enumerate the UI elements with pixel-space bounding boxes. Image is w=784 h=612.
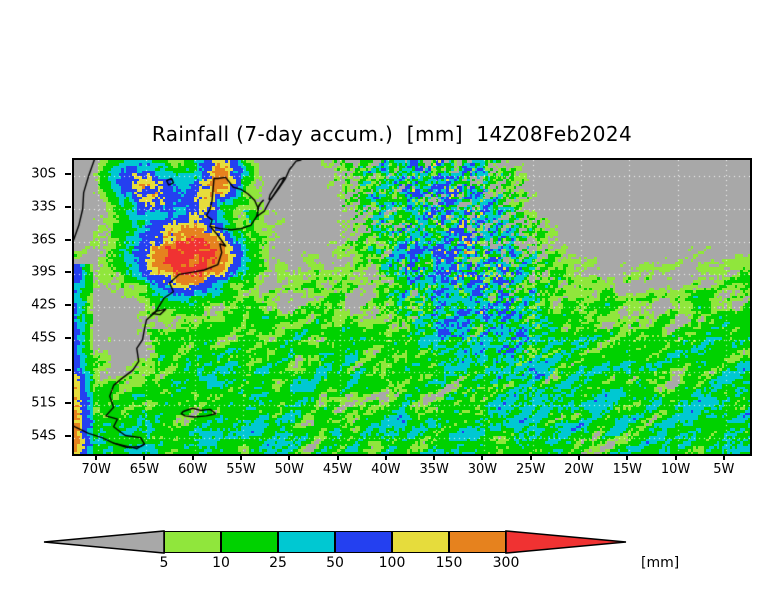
x-axis-tick [384, 454, 387, 460]
colorbar-tick-label: 10 [212, 555, 230, 571]
y-axis-tick [65, 271, 71, 274]
y-axis-tick [65, 173, 71, 176]
colorbar-segment [335, 531, 392, 553]
x-axis-tick [529, 454, 532, 460]
x-axis-tick [240, 454, 242, 460]
x-axis-tick-label: 55W [226, 462, 256, 477]
x-axis-tick-label: 35W [419, 462, 449, 477]
y-axis-tick-label: 48S [31, 362, 56, 378]
x-axis-tick [336, 454, 339, 460]
x-axis-tick-label: 15W [612, 462, 642, 477]
x-axis-tick [722, 454, 725, 460]
x-axis-tick [578, 454, 580, 460]
colorbar-unit-label: [mm] [641, 555, 680, 571]
y-axis-tick [65, 434, 71, 437]
y-axis-tick [65, 336, 71, 339]
x-axis-tick [433, 454, 436, 460]
colorbar-tick-label: 50 [326, 555, 344, 571]
x-axis-tick-label: 25W [516, 462, 546, 477]
x-axis-tick [95, 454, 98, 460]
colorbar-segment [278, 531, 335, 553]
x-axis-tick-label: 10W [660, 462, 691, 477]
y-axis-tick [65, 304, 71, 306]
y-axis-tick-label: 51S [31, 395, 56, 411]
colorbar-segments [164, 531, 506, 553]
y-axis-tick-label: 39S [31, 264, 56, 280]
x-axis-tick-label: 5W [713, 462, 735, 477]
x-axis-tick-label: 30W [467, 462, 498, 477]
colorbar-segment [449, 531, 506, 553]
y-axis-tick-label: 33S [31, 199, 56, 215]
colorbar-segment [164, 531, 221, 553]
x-axis-tick-label: 60W [178, 462, 208, 477]
rainfall-heatmap-canvas [74, 160, 750, 454]
x-axis-tick-label: 50W [274, 462, 304, 477]
y-axis-tick-label: 45S [31, 330, 56, 346]
y-axis-tick [65, 206, 71, 208]
map-plot-area [72, 158, 752, 456]
x-axis-tick [626, 454, 629, 460]
y-axis-tick-label: 30S [31, 166, 56, 182]
colorbar-segment [221, 531, 278, 553]
x-axis-tick [674, 454, 677, 460]
colorbar-tick-label: 300 [492, 555, 520, 571]
page-title: Rainfall (7-day accum.) [mm] 14Z08Feb202… [151, 122, 633, 146]
colorbar: 5 10 25 50 100 150 300 [mm] [0, 525, 784, 585]
y-axis-tick-label: 54S [31, 428, 56, 444]
x-axis-tick-label: 20W [564, 462, 594, 477]
y-axis-tick-label: 42S [31, 297, 56, 313]
x-axis-tick [288, 454, 291, 460]
colorbar-segment [392, 531, 449, 553]
x-axis-tick-label: 40W [371, 462, 401, 477]
x-axis-tick [481, 454, 484, 460]
y-axis-tick [65, 238, 71, 241]
colorbar-tick-label: 150 [435, 555, 463, 571]
y-axis-tick-label: 36S [31, 232, 56, 248]
colorbar-tick-label: 25 [269, 555, 287, 571]
x-axis-tick-label: 65W [129, 462, 160, 477]
x-axis-tick [143, 454, 146, 460]
y-axis-tick [65, 369, 71, 372]
x-axis-tick [191, 454, 194, 460]
colorbar-tick-label: 5 [159, 555, 169, 571]
x-axis-tick-label: 70W [81, 462, 111, 477]
y-axis-tick [65, 402, 71, 404]
colorbar-tick-label: 100 [378, 555, 406, 571]
x-axis-tick-label: 45W [322, 462, 353, 477]
